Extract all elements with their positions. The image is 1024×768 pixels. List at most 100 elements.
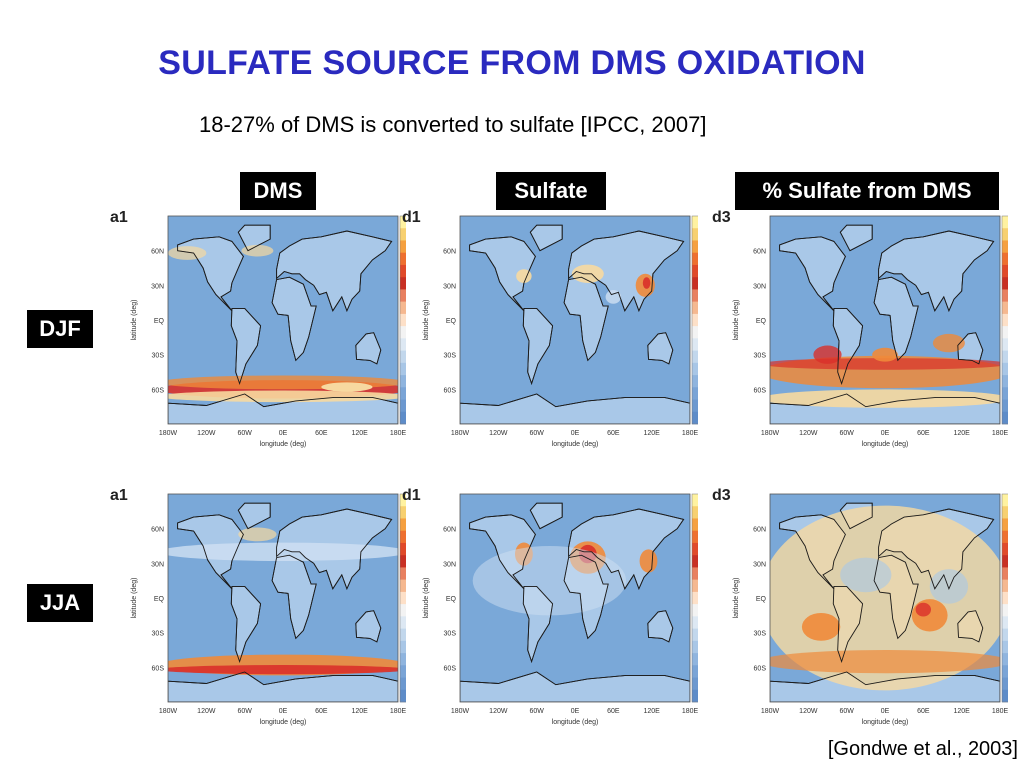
colorbar-band: [400, 542, 406, 556]
colorbar-band: [692, 399, 698, 413]
x-axis-label: longitude (deg): [552, 441, 599, 448]
coastline-australia: [355, 610, 382, 643]
lat-tick-label: 60N: [151, 527, 164, 534]
lon-tick-label: 0E: [881, 708, 890, 715]
lat-tick-label: 60S: [444, 665, 457, 672]
colorbar-band: [1002, 494, 1008, 507]
colorbar-band: [400, 530, 406, 544]
colorbar-band: [1002, 362, 1008, 376]
column-label-percent-sulfate: % Sulfate from DMS: [735, 172, 999, 210]
colorbar-band: [1002, 640, 1008, 654]
map-figure: a1 60N 30N EQ 30S 60S 180W 120W 60W 0E 60E 120E 180E…: [110, 209, 406, 448]
coastline-greenland: [839, 502, 873, 530]
lon-tick-label: 120E: [953, 708, 970, 715]
map-panel-jja-sulfate-from-dms: d3 60N 30N EQ 30S 60S 180W 120W 60W 0E 60E 120E 180E…: [708, 482, 1008, 732]
colorbar-frame: [691, 215, 698, 425]
lon-tick-label: 120E: [351, 430, 368, 437]
map-frame: [769, 215, 1001, 425]
lon-tick-label: 180W: [159, 430, 178, 437]
x-axis-label: longitude (deg): [260, 441, 307, 448]
lat-tick-label: 30S: [754, 353, 767, 360]
colorbar-band: [400, 628, 406, 642]
map-panel-djf-sulfate: d1 60N 30N EQ 30S 60S 180W 120W 60W 0E 60E 120E 180E…: [398, 204, 698, 454]
coastline-namerica: [779, 236, 846, 312]
y-axis-label: latitude (deg): [131, 300, 138, 341]
colorbar-band: [1002, 216, 1008, 229]
colorbar-frame: [399, 215, 406, 425]
coastline-africa: [271, 554, 317, 640]
colorbar-band: [1002, 653, 1008, 666]
lat-tick-label: EQ: [756, 318, 767, 325]
lat-tick-label: 30N: [753, 561, 766, 568]
lon-tick-label: 120W: [799, 708, 818, 715]
lat-tick-label: EQ: [446, 318, 457, 325]
lat-tick-label: EQ: [154, 596, 165, 603]
coastline-australia: [957, 332, 984, 365]
coastline-greenland: [237, 224, 271, 252]
coastline-samerica: [230, 307, 262, 386]
lon-tick-label: 180E: [992, 430, 1008, 437]
colorbar-band: [400, 640, 406, 654]
colorbar-band: [692, 616, 698, 629]
lon-tick-label: 60E: [315, 708, 328, 715]
colorbar-frame: [399, 493, 406, 703]
map-panel-djf-sulfate-from-dms: d3 60N 30N EQ 30S 60S 180W 120W 60W 0E 60E 120E 180E…: [708, 204, 1008, 454]
lat-tick-label: 60S: [152, 387, 165, 394]
colorbar-band: [1002, 240, 1008, 254]
colorbar-band: [400, 301, 406, 315]
colorbar-band: [400, 313, 406, 327]
coastline-africa: [563, 276, 609, 362]
map-panel-djf-dms: a1 60N 30N EQ 30S 60S 180W 120W 60W 0E 60E 120E 180E…: [106, 204, 406, 454]
field-blob: [770, 505, 1000, 691]
colorbar-band: [1002, 326, 1008, 339]
colorbar-band: [692, 326, 698, 339]
colorbar-band: [1002, 518, 1008, 532]
coastline-samerica: [832, 585, 864, 664]
y-axis-label: latitude (deg): [131, 578, 138, 619]
colorbar-band: [692, 338, 698, 351]
colorbar-band: [400, 506, 406, 519]
x-axis-label: longitude (deg): [862, 719, 909, 726]
colorbar-band: [400, 326, 406, 339]
map-figure: d1 60N 30N EQ 30S 60S 180W 120W 60W 0E 60E 120E 180E…: [402, 209, 698, 448]
lon-tick-label: 0E: [571, 430, 580, 437]
field-blob: [813, 345, 842, 364]
colorbar-band: [1002, 350, 1008, 364]
field-blob: [605, 290, 621, 304]
coastline-africa: [271, 276, 317, 362]
map-frame: [769, 493, 1001, 703]
coastline-samerica: [832, 307, 864, 386]
colorbar-band: [692, 677, 698, 691]
coastline-antarctica: [168, 671, 398, 702]
citation: [Gondwe et al., 2003]: [827, 738, 1018, 760]
colorbar-band: [692, 301, 698, 315]
lat-tick-label: 60N: [151, 249, 164, 256]
lon-tick-label: 120W: [489, 430, 508, 437]
colorbar-band: [692, 289, 698, 302]
coastline-greenland: [529, 224, 563, 252]
colorbar-band: [1002, 555, 1008, 568]
panel-id-label: d3: [712, 209, 731, 226]
colorbar-band: [400, 264, 406, 278]
colorbar-band: [1002, 616, 1008, 629]
colorbar-band: [400, 338, 406, 351]
colorbar-band: [400, 689, 406, 703]
colorbar-band: [692, 387, 698, 400]
colorbar-band: [400, 616, 406, 629]
coastline-samerica: [522, 585, 554, 664]
column-label-sulfate: Sulfate: [496, 172, 606, 210]
colorbar-band: [1002, 604, 1008, 617]
lon-tick-label: 60W: [839, 430, 854, 437]
coastline-namerica: [469, 514, 536, 590]
field-blob: [642, 277, 651, 289]
colorbar-band: [400, 252, 406, 266]
colorbar-band: [692, 579, 698, 593]
coastline-eurasia: [276, 230, 393, 313]
map-frame: [459, 493, 691, 703]
field-blob: [770, 389, 1000, 408]
field-blob: [639, 549, 658, 573]
coastline-africa: [873, 276, 919, 362]
colorbar-band: [692, 240, 698, 254]
colorbar-band: [692, 689, 698, 703]
colorbar-band: [1002, 338, 1008, 351]
